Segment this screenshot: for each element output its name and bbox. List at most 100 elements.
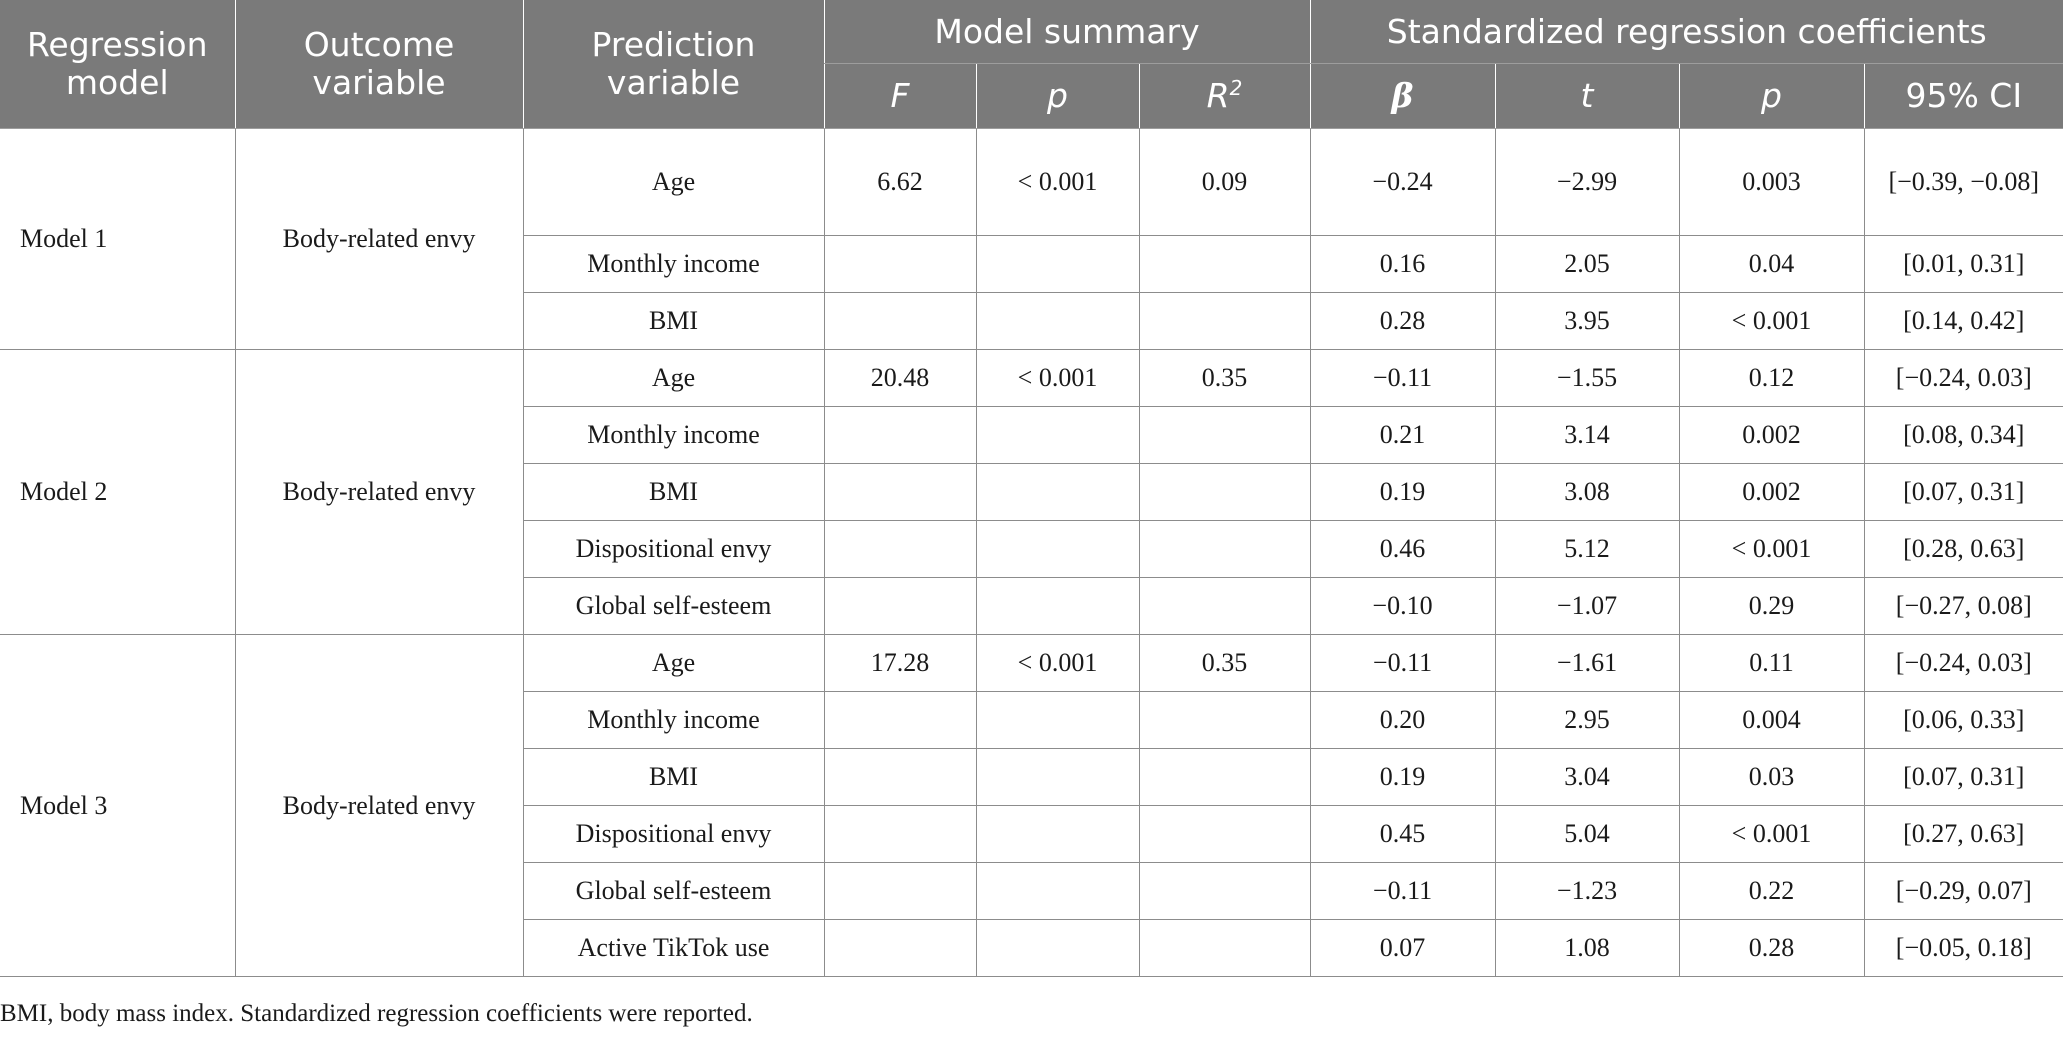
header-row-2: F p R2 β t p 95% CI [0,63,2063,129]
p-summary-cell [975,235,1140,293]
header-r-letter: R [1206,76,1230,115]
t-cell: −2.99 [1494,128,1680,236]
regression-table: Regression model Outcome variable Predic… [0,0,2063,977]
predictor-cell: Active TikTok use [522,919,825,977]
p-cell: 0.004 [1678,691,1865,749]
table-footnote: BMI, body mass index. Standardized regre… [0,1000,753,1027]
p-cell: 0.002 [1678,406,1865,464]
p-summary-cell [975,292,1140,350]
p-cell: 0.12 [1678,349,1865,407]
outcome-cell: Body-related envy [234,128,524,350]
t-cell: 3.08 [1494,463,1680,521]
f-cell [823,235,977,293]
p-summary-cell [975,463,1140,521]
table-row: Monthly income 0.16 2.05 0.04 [0.01, 0.3… [0,235,2063,293]
predictor-cell: Monthly income [522,406,825,464]
f-cell [823,805,977,863]
p-summary-cell [975,577,1140,635]
f-cell [823,748,977,806]
table-row: Global self-esteem −0.10 −1.07 0.29 [−0.… [0,577,2063,635]
header-r-squared: R2 [1138,63,1311,129]
ci-cell: [−0.24, 0.03] [1863,349,2063,407]
ci-cell: [0.07, 0.31] [1863,748,2063,806]
ci-cell: [−0.24, 0.03] [1863,634,2063,692]
t-cell: 3.14 [1494,406,1680,464]
t-cell: 5.04 [1494,805,1680,863]
ci-cell: [0.28, 0.63] [1863,520,2063,578]
header-prediction-variable: Prediction variable [522,0,824,129]
r2-cell [1138,748,1311,806]
ci-cell: [−0.29, 0.07] [1863,862,2063,920]
ci-cell: [0.14, 0.42] [1863,292,2063,350]
table-row: BMI 0.19 3.04 0.03 [0.07, 0.31] [0,748,2063,806]
model-name-cell: Model 3 [0,634,236,977]
header-regression-model: Regression model [0,0,235,129]
r2-cell [1138,406,1311,464]
beta-cell: 0.28 [1309,292,1496,350]
ci-cell: [−0.39, −0.08] [1863,128,2063,236]
beta-cell: 0.19 [1309,748,1496,806]
r2-cell [1138,463,1311,521]
table-row: Global self-esteem −0.11 −1.23 0.22 [−0.… [0,862,2063,920]
table-row: Dispositional envy 0.45 5.04 < 0.001 [0.… [0,805,2063,863]
p-summary-cell: < 0.001 [975,349,1140,407]
p-summary-cell [975,862,1140,920]
f-cell [823,406,977,464]
r2-cell [1138,691,1311,749]
p-summary-cell [975,748,1140,806]
t-cell: 2.95 [1494,691,1680,749]
t-cell: 3.04 [1494,748,1680,806]
t-cell: −1.07 [1494,577,1680,635]
header-standardized-coefficients: Standardized regression coefficients [1309,0,2063,64]
ci-cell: [0.01, 0.31] [1863,235,2063,293]
f-cell [823,292,977,350]
p-cell: < 0.001 [1678,805,1865,863]
table-row: Monthly income 0.21 3.14 0.002 [0.08, 0.… [0,406,2063,464]
r2-cell: 0.35 [1138,349,1311,407]
p-cell: 0.11 [1678,634,1865,692]
p-summary-cell [975,919,1140,977]
r2-cell [1138,805,1311,863]
beta-cell: 0.21 [1309,406,1496,464]
p-summary-cell [975,406,1140,464]
ci-cell: [0.06, 0.33] [1863,691,2063,749]
p-cell: 0.002 [1678,463,1865,521]
f-cell: 17.28 [823,634,977,692]
f-cell [823,463,977,521]
predictor-cell: Age [522,634,825,692]
predictor-cell: Dispositional envy [522,805,825,863]
f-cell: 6.62 [823,128,977,236]
header-ci: 95% CI [1863,63,2063,129]
beta-cell: 0.07 [1309,919,1496,977]
header-r-superscript: 2 [1229,76,1243,100]
predictor-cell: BMI [522,292,825,350]
p-summary-cell [975,805,1140,863]
beta-cell: 0.19 [1309,463,1496,521]
table-row: Model 1 Body-related envy Age 6.62 < 0.0… [0,128,2063,350]
header-outcome-variable: Outcome variable [234,0,523,129]
beta-cell: 0.45 [1309,805,1496,863]
predictor-cell: Global self-esteem [522,577,825,635]
f-cell [823,862,977,920]
outcome-cell: Body-related envy [234,349,524,635]
ci-cell: [0.08, 0.34] [1863,406,2063,464]
predictor-cell: Monthly income [522,235,825,293]
t-cell: 3.95 [1494,292,1680,350]
beta-cell: −0.11 [1309,349,1496,407]
predictor-cell: BMI [522,748,825,806]
model-name-cell: Model 2 [0,349,236,635]
t-cell: −1.23 [1494,862,1680,920]
table-row: Model 2 Body-related envy Age 20.48 < 0.… [0,349,2063,635]
header-beta: β [1309,63,1496,129]
header-t: t [1494,63,1680,129]
t-cell: −1.55 [1494,349,1680,407]
t-cell: 5.12 [1494,520,1680,578]
r2-cell [1138,577,1311,635]
table-row: Model 3 Body-related envy Age 17.28 < 0.… [0,634,2063,977]
r2-cell: 0.35 [1138,634,1311,692]
beta-cell: −0.11 [1309,634,1496,692]
outcome-cell: Body-related envy [234,634,524,977]
ci-cell: [0.27, 0.63] [1863,805,2063,863]
header-p-summary: p [975,63,1139,129]
f-cell [823,520,977,578]
